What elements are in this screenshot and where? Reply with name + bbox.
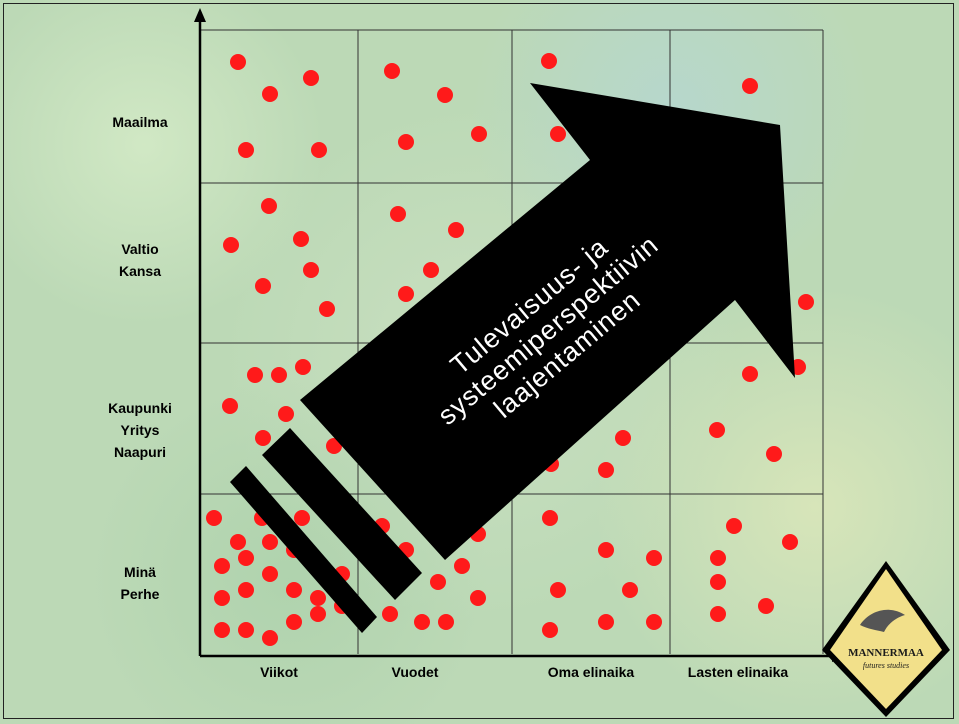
row-label: Minä (124, 564, 156, 580)
data-dot (622, 582, 638, 598)
data-dot (437, 87, 453, 103)
bird-icon (860, 609, 905, 632)
data-dot (710, 606, 726, 622)
data-dot (726, 518, 742, 534)
data-dot (326, 438, 342, 454)
expansion-arrow: Tulevaisuus- ja systeemiperspektiivin la… (230, 83, 795, 633)
data-dot (311, 142, 327, 158)
data-dot (303, 262, 319, 278)
data-dot (271, 367, 287, 383)
arrow-shape (300, 83, 795, 560)
data-dot (390, 206, 406, 222)
data-dot (238, 142, 254, 158)
data-dot (303, 70, 319, 86)
data-dot (742, 366, 758, 382)
data-dot (758, 598, 774, 614)
data-dot (710, 550, 726, 566)
data-dot (646, 614, 662, 630)
dots-layer (206, 53, 814, 646)
data-dot (214, 590, 230, 606)
arrow-stripe-1 (262, 428, 422, 600)
column-label: Vuodet (392, 664, 439, 680)
data-dot (438, 614, 454, 630)
data-dot (255, 430, 271, 446)
data-dot (238, 550, 254, 566)
logo-name: MANNERMAA (848, 647, 924, 659)
column-label: Oma elinaika (548, 664, 635, 680)
logo-diamond-fill (830, 569, 942, 709)
data-dot (310, 606, 326, 622)
row-label: Yritys (121, 422, 160, 438)
data-dot (262, 630, 278, 646)
data-dot (230, 534, 246, 550)
row-label: Valtio (121, 241, 158, 257)
data-dot (295, 359, 311, 375)
data-dot (598, 614, 614, 630)
data-dot (319, 301, 335, 317)
data-dot (542, 510, 558, 526)
data-dot (238, 622, 254, 638)
data-dot (261, 198, 277, 214)
data-dot (247, 367, 263, 383)
row-label: Kaupunki (108, 400, 172, 416)
data-dot (293, 231, 309, 247)
data-dot (646, 550, 662, 566)
logo-subtitle: futures studies (863, 661, 909, 670)
data-dot (598, 462, 614, 478)
data-dot (214, 622, 230, 638)
data-dot (262, 566, 278, 582)
row-label: Kansa (119, 263, 161, 279)
data-dot (262, 86, 278, 102)
data-dot (742, 78, 758, 94)
row-label: Maailma (112, 114, 167, 130)
data-dot (286, 582, 302, 598)
data-dot (214, 558, 230, 574)
data-dot (414, 614, 430, 630)
data-dot (454, 558, 470, 574)
data-dot (766, 446, 782, 462)
data-dot (223, 237, 239, 253)
slide-frame (3, 3, 954, 719)
mannermaa-logo: MANNERMAA futures studies (822, 561, 950, 717)
data-dot (798, 294, 814, 310)
data-dot (550, 126, 566, 142)
data-dot (230, 54, 246, 70)
data-dot (541, 53, 557, 69)
data-dot (710, 574, 726, 590)
data-dot (384, 63, 400, 79)
data-dot (398, 286, 414, 302)
data-dot (598, 542, 614, 558)
data-dot (222, 398, 238, 414)
data-dot (294, 510, 310, 526)
data-dot (310, 590, 326, 606)
data-dot (709, 422, 725, 438)
row-label: Perhe (121, 586, 160, 602)
y-axis-arrowhead (194, 8, 206, 22)
data-dot (615, 430, 631, 446)
data-dot (286, 614, 302, 630)
data-dot (262, 534, 278, 550)
data-dot (382, 606, 398, 622)
data-dot (782, 534, 798, 550)
data-dot (550, 582, 566, 598)
data-dot (398, 134, 414, 150)
data-dot (430, 574, 446, 590)
row-label: Naapuri (114, 444, 166, 460)
row-labels: Maailma Valtio Kansa Kaupunki Yritys Naapuri M… (108, 114, 172, 602)
data-dot (471, 126, 487, 142)
data-dot (423, 262, 439, 278)
column-label: Viikot (260, 664, 298, 680)
data-dot (238, 582, 254, 598)
data-dot (206, 510, 222, 526)
data-dot (255, 278, 271, 294)
column-labels: Viikot Vuodet Oma elinaika Lasten elinaika (260, 664, 788, 680)
column-label: Lasten elinaika (688, 664, 789, 680)
data-dot (470, 590, 486, 606)
arrow-stripe-2 (230, 466, 377, 633)
data-dot (448, 222, 464, 238)
data-dot (278, 406, 294, 422)
data-dot (542, 622, 558, 638)
